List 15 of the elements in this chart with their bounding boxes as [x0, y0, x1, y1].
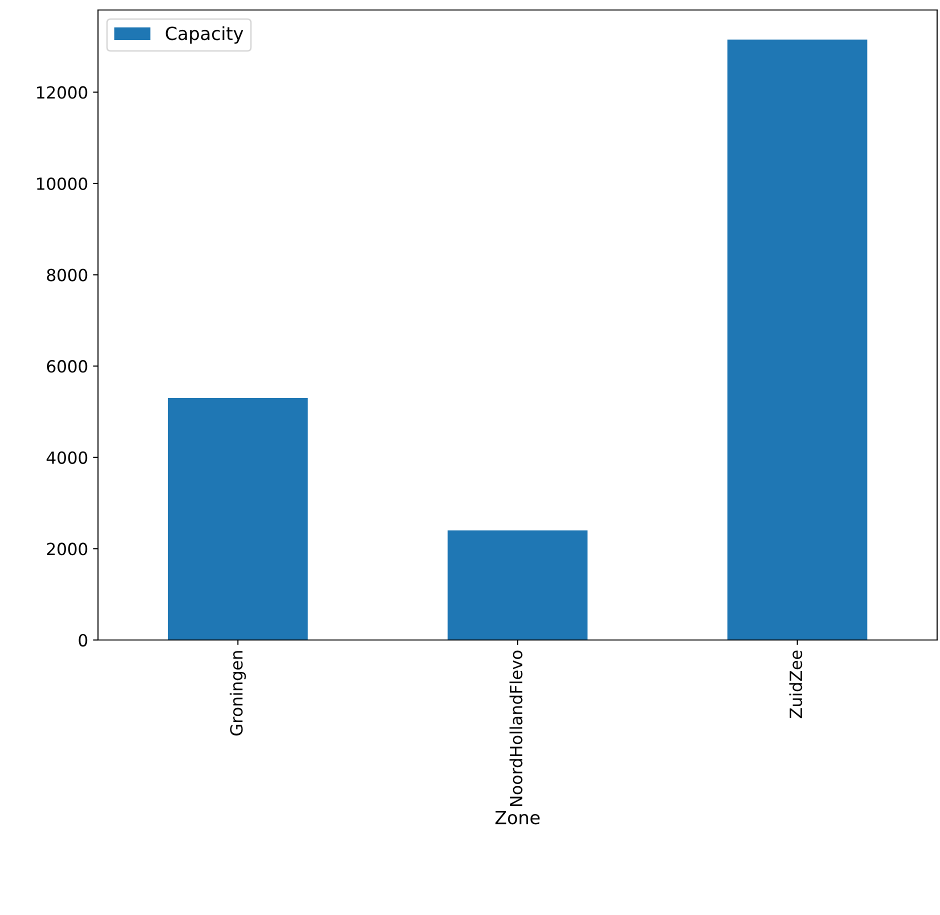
- x-tick-label: Groningen: [230, 651, 246, 736]
- y-tick-label: 6000: [47, 360, 88, 373]
- legend-label: Capacity: [166, 26, 244, 44]
- y-tick-label: 2000: [47, 542, 88, 556]
- y-tick-label: 10000: [37, 177, 88, 190]
- x-tick-label: ZuidZee: [789, 650, 802, 718]
- bar: [727, 40, 868, 640]
- x-axis-title: Zone: [495, 810, 540, 824]
- y-tick-label: 12000: [37, 86, 88, 99]
- bar: [168, 398, 308, 640]
- y-tick-label: 4000: [46, 451, 88, 464]
- x-tick-label: NoordHollandFlevo: [510, 650, 522, 806]
- bar: [448, 530, 588, 640]
- y-tick-label: 8000: [46, 268, 88, 282]
- y-tick-label: 0: [78, 634, 88, 647]
